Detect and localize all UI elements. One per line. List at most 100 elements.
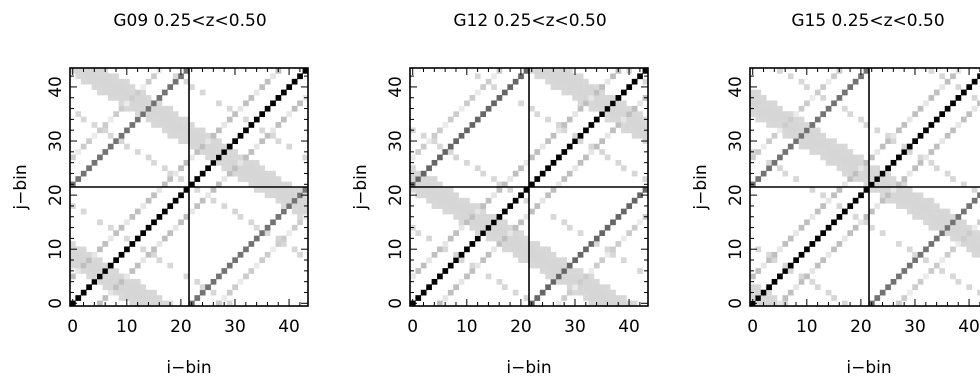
heatmap-cell	[124, 84, 130, 90]
heatmap-cell	[221, 268, 228, 274]
heatmap-cell	[539, 197, 546, 204]
heatmap-cell	[447, 197, 454, 204]
heatmap-cell	[755, 89, 762, 96]
heatmap-cell	[259, 165, 266, 172]
heatmap-cell	[950, 73, 956, 80]
heatmap-cell	[183, 187, 190, 193]
heatmap-cell	[80, 208, 87, 215]
heatmap-cell	[280, 187, 287, 193]
heatmap-cell	[847, 159, 854, 166]
heatmap-cell	[178, 73, 184, 80]
heatmap-cell	[793, 116, 799, 123]
heatmap-cell	[599, 100, 606, 107]
heatmap-cell	[890, 197, 897, 204]
heatmap-cell	[631, 111, 638, 117]
heatmap-cell	[86, 138, 92, 145]
heatmap-cell	[75, 111, 82, 117]
heatmap-cell	[620, 111, 627, 117]
heatmap-cell	[91, 257, 98, 264]
heatmap-cell	[113, 278, 119, 285]
heatmap-cell	[917, 105, 924, 112]
heatmap-cell	[496, 230, 503, 236]
heatmap-cell	[237, 154, 244, 161]
heatmap-cell	[216, 143, 222, 150]
heatmap-cell	[431, 251, 438, 258]
heatmap-cell	[896, 300, 902, 307]
plot-frame	[69, 67, 309, 307]
heatmap-cell	[777, 273, 783, 280]
heatmap-cell	[474, 208, 481, 215]
heatmap-cell	[577, 273, 584, 280]
heatmap-cell	[102, 84, 109, 90]
heatmap-cell	[102, 127, 109, 134]
heatmap-cell	[178, 192, 184, 199]
heatmap-cell	[140, 230, 147, 236]
heatmap-cell	[447, 262, 454, 269]
heatmap-cell	[167, 170, 174, 177]
heatmap-cell	[280, 89, 287, 96]
heatmap-cell	[453, 230, 459, 236]
heatmap-cell	[275, 181, 282, 188]
heatmap-cell	[442, 295, 449, 301]
heatmap-cell	[469, 95, 476, 101]
heatmap-cell	[458, 203, 465, 209]
heatmap-cell	[102, 284, 109, 291]
heatmap-cell	[939, 219, 946, 226]
heatmap-cell	[599, 95, 606, 101]
heatmap-cell	[760, 105, 767, 112]
heatmap-cell	[971, 241, 978, 247]
heatmap-cell	[118, 289, 125, 296]
heatmap-cell	[512, 251, 519, 258]
heatmap-cell	[944, 170, 951, 177]
heatmap-cell	[259, 181, 266, 188]
heatmap-cell	[140, 111, 147, 117]
heatmap-cell	[124, 143, 130, 150]
heatmap-cell	[194, 295, 201, 301]
heatmap-cell	[107, 289, 114, 296]
heatmap-cell	[950, 230, 956, 236]
heatmap-cell	[755, 289, 762, 296]
heatmap-cell	[210, 289, 217, 296]
heatmap-cell	[216, 127, 222, 134]
heatmap-cell	[539, 251, 546, 258]
y-tick-label: 10	[386, 238, 406, 260]
heatmap-cell	[604, 78, 611, 85]
heatmap-cell	[102, 78, 109, 85]
heatmap-cell	[534, 149, 541, 155]
heatmap-cell	[129, 122, 136, 128]
heatmap-cell	[820, 230, 827, 236]
x-axis-label: i−bin	[166, 358, 211, 377]
heatmap-cell	[885, 187, 891, 193]
heatmap-cell	[588, 100, 595, 107]
heatmap-cell	[118, 251, 125, 258]
heatmap-cell	[151, 111, 157, 117]
heatmap-cell	[766, 122, 772, 128]
heatmap-cell	[593, 95, 600, 101]
heatmap-cell	[955, 224, 962, 231]
heatmap-cell	[869, 154, 875, 161]
heatmap-cell	[593, 295, 600, 301]
heatmap-cell	[172, 111, 179, 117]
heatmap-cell	[901, 187, 908, 193]
heatmap-cell	[118, 105, 125, 112]
heatmap-cell	[437, 143, 443, 150]
heatmap-cell	[529, 241, 535, 247]
heatmap-cell	[286, 143, 293, 150]
heatmap-cell	[415, 149, 422, 155]
heatmap-cell	[86, 68, 92, 74]
heatmap-cell	[777, 105, 783, 112]
heatmap-cell	[156, 116, 163, 123]
heatmap-cell	[86, 251, 92, 258]
heatmap-cell	[971, 95, 978, 101]
heatmap-cell	[140, 284, 147, 291]
heatmap-cell	[858, 73, 864, 80]
heatmap-cell	[518, 246, 524, 253]
heatmap-cell	[814, 138, 821, 145]
heatmap-cell	[291, 187, 298, 193]
heatmap-cell	[917, 197, 924, 204]
heatmap-cell	[280, 235, 287, 242]
heatmap-cell	[771, 105, 778, 112]
heatmap-cell	[534, 73, 541, 80]
heatmap-cell	[539, 289, 546, 296]
heatmap-cell	[264, 78, 271, 85]
